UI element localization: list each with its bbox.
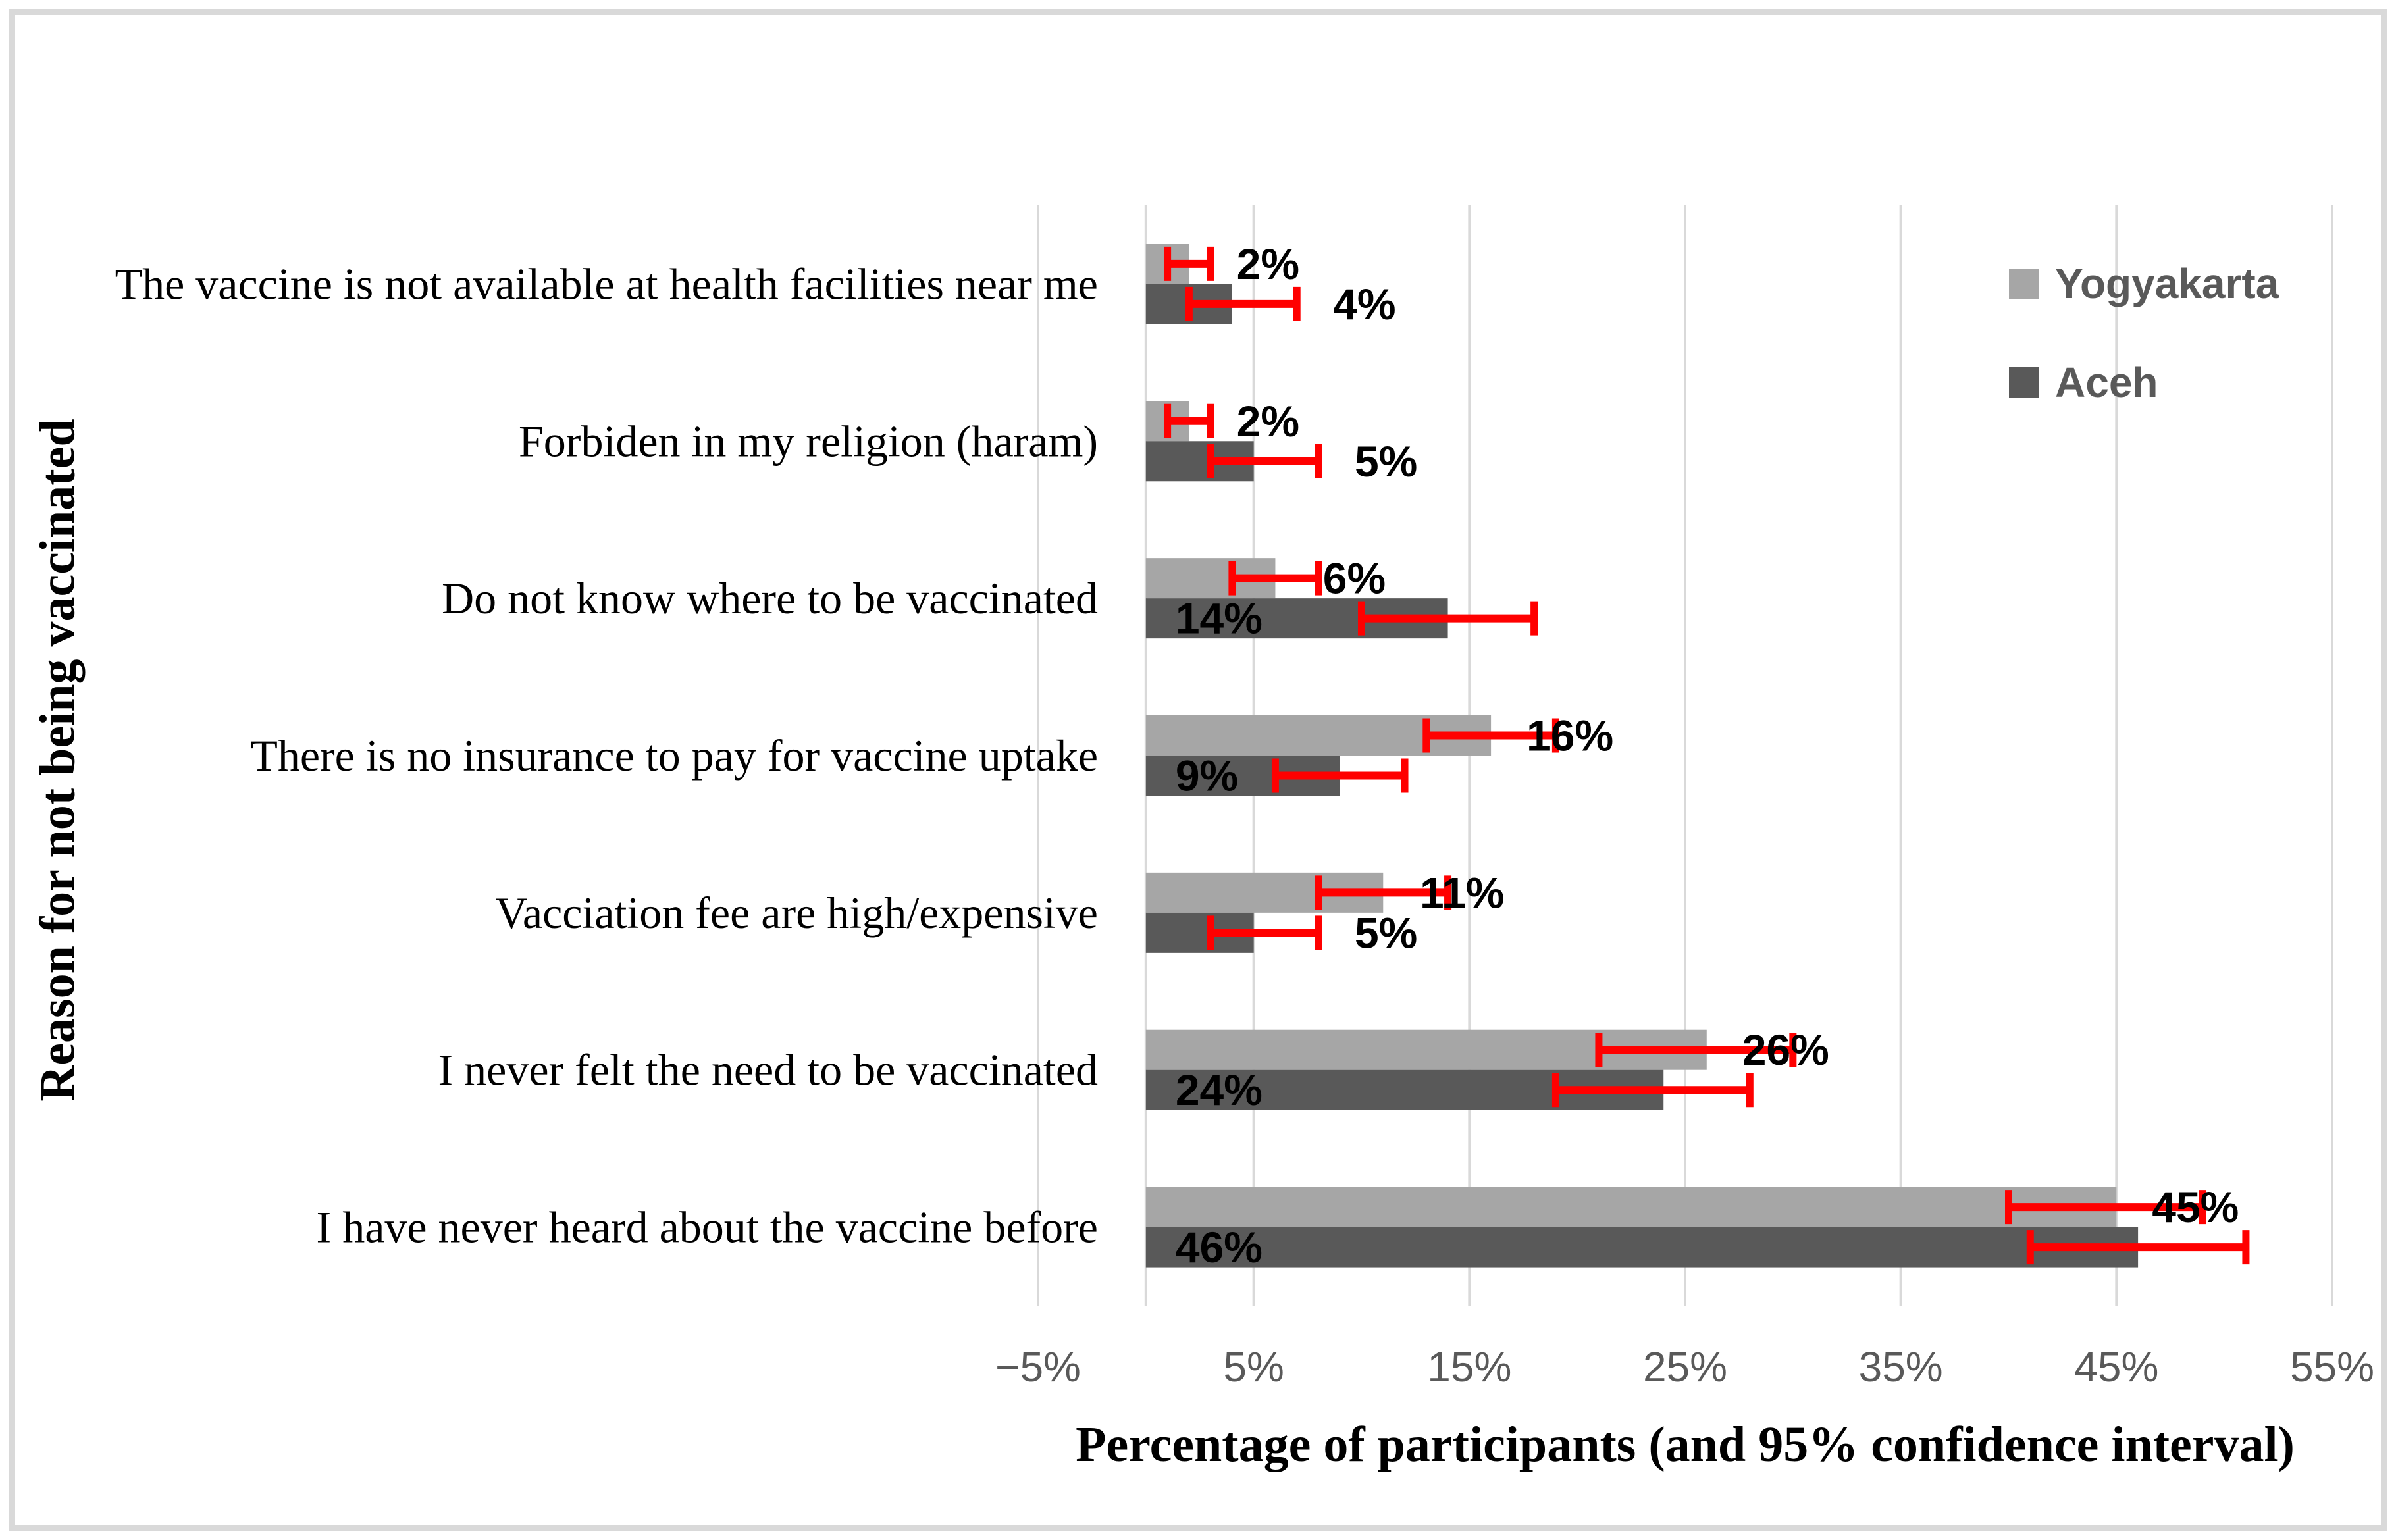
x-tick-label: −5% bbox=[995, 1343, 1081, 1391]
category-label: I never felt the need to be vaccinated bbox=[438, 1045, 1098, 1095]
y-axis-title: Reason for not being vaccinated bbox=[30, 419, 86, 1102]
category-label: The vaccine is not available at health f… bbox=[115, 259, 1098, 309]
data-label: 46% bbox=[1176, 1223, 1263, 1271]
legend-label-aceh: Aceh bbox=[2055, 359, 2158, 406]
x-tick-label: 55% bbox=[2290, 1343, 2374, 1391]
data-label: 24% bbox=[1176, 1065, 1263, 1114]
data-label: 14% bbox=[1176, 594, 1263, 643]
x-tick-label: 25% bbox=[1643, 1343, 1727, 1391]
x-axis-title: Percentage of participants (and 95% conf… bbox=[1076, 1417, 2295, 1472]
legend-label-yogyakarta: Yogyakarta bbox=[2055, 260, 2279, 307]
x-tick-label: 45% bbox=[2074, 1343, 2158, 1391]
category-label: Vacciation fee are high/expensive bbox=[495, 888, 1098, 938]
data-label: 9% bbox=[1176, 752, 1238, 800]
x-tick-label: 35% bbox=[1859, 1343, 1943, 1391]
data-label: 26% bbox=[1742, 1025, 1829, 1074]
data-label: 45% bbox=[2152, 1183, 2239, 1231]
category-label: Do not know where to be vaccinated bbox=[442, 573, 1098, 623]
category-label: I have never heard about the vaccine bef… bbox=[317, 1202, 1098, 1252]
data-label: 5% bbox=[1355, 908, 1417, 957]
data-label: 2% bbox=[1237, 397, 1299, 446]
legend-swatch-yogyakarta bbox=[2009, 269, 2039, 299]
legend: Yogyakarta Aceh bbox=[2009, 260, 2279, 466]
legend-item-aceh: Aceh bbox=[2009, 359, 2279, 406]
legend-item-yogyakarta: Yogyakarta bbox=[2009, 260, 2279, 307]
category-label: Forbiden in my religion (haram) bbox=[519, 416, 1098, 466]
legend-swatch-aceh bbox=[2009, 367, 2039, 398]
bar-yogyakarta bbox=[1145, 1187, 2117, 1227]
data-label: 16% bbox=[1526, 711, 1613, 760]
data-label: 11% bbox=[1420, 868, 1504, 917]
data-label: 6% bbox=[1323, 554, 1386, 603]
data-label: 2% bbox=[1237, 240, 1299, 288]
x-tick-label: 15% bbox=[1427, 1343, 1511, 1391]
x-tick-label: 5% bbox=[1223, 1343, 1284, 1391]
category-label: There is no insurance to pay for vaccine… bbox=[250, 731, 1098, 781]
data-label: 4% bbox=[1333, 280, 1395, 328]
bar-aceh bbox=[1145, 1227, 2139, 1268]
data-label: 5% bbox=[1355, 437, 1417, 486]
